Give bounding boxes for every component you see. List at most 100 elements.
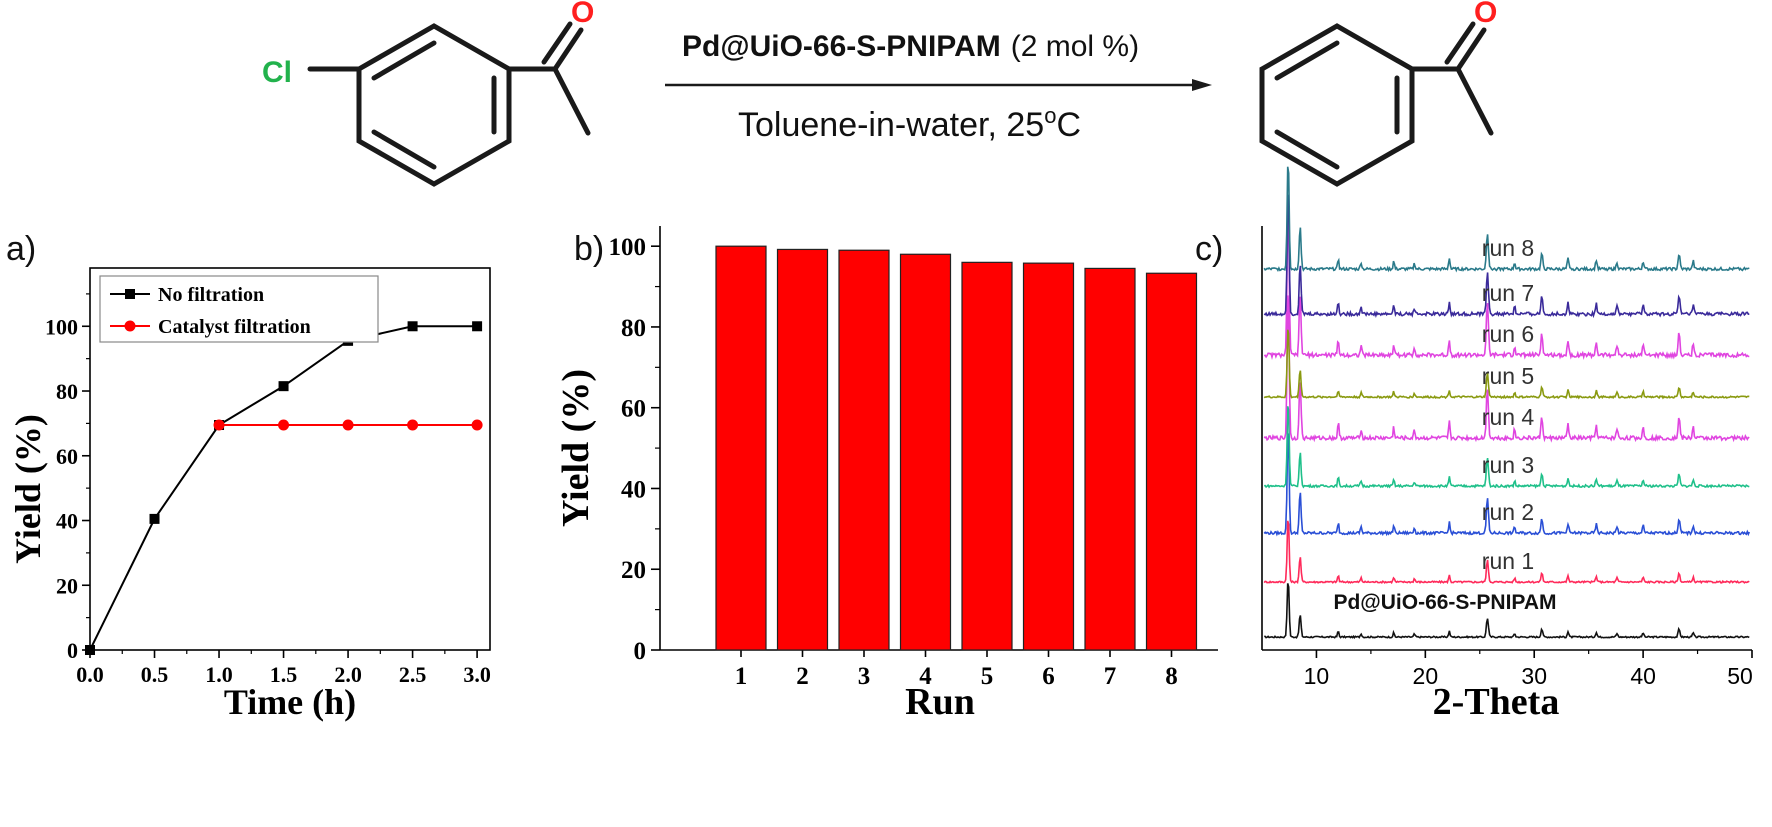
chart-b-bar: [899, 253, 952, 651]
chart-a-x-tick-label: 2.0: [334, 662, 362, 687]
chart-b-bar: [776, 248, 829, 651]
chart-a-point: [278, 419, 290, 431]
chart-c-series-label: run 2: [1482, 499, 1534, 525]
chart-c-x-tick-label: 20: [1413, 663, 1439, 689]
chart-a-point: [213, 419, 225, 431]
chart-c-series-label: run 6: [1482, 321, 1534, 347]
catalyst-name: Pd@UiO-66-S-PNIPAM: [682, 30, 1001, 63]
chart-c-x-axis-label: 2-Theta: [1433, 681, 1560, 723]
chart-b-x-tick-label: 2: [796, 663, 809, 690]
product-oxygen-label: O: [1474, 0, 1497, 29]
reactant-co-bond-a: [552, 27, 584, 72]
chart-b-y-tick-label: 40: [621, 476, 646, 503]
chart-c-series-label: run 4: [1482, 404, 1535, 430]
chart-b-bar: [1145, 272, 1198, 651]
chart-b-bars: [715, 245, 1198, 651]
chart-b-x-tick-label: 6: [1042, 663, 1055, 690]
chart-c-pattern-6: [1263, 206, 1750, 360]
chlorine-label: Cl: [262, 56, 292, 89]
chart-a-legend-marker: [124, 320, 136, 332]
reaction-scheme: Cl O Pd@UiO-66-S-PNIPAM (2 mol %) Toluene…: [262, 0, 1497, 187]
reactant-co-bond-b: [541, 21, 573, 65]
chart-b-bar: [838, 249, 890, 651]
chart-b-x-tick-label: 1: [735, 663, 748, 690]
chart-b-x-tick-label: 4: [919, 663, 932, 690]
chart-c-series-label: run 1: [1482, 548, 1534, 574]
chart-a-legend-label: Catalyst filtration: [158, 316, 311, 338]
chart-b-x-tick-label: 8: [1165, 663, 1178, 690]
chart-b-y-tick-label: 80: [621, 315, 646, 342]
chart-c-series-label: run 8: [1482, 235, 1534, 261]
chart-a-point: [342, 419, 354, 431]
chart-a-legend-marker: [125, 289, 135, 299]
chart-c-pattern-3: [1264, 406, 1750, 489]
product-co-bond-a: [1455, 27, 1487, 72]
chart-a-point: [85, 645, 95, 655]
chart-a-x-tick-label: 2.5: [399, 662, 427, 687]
chart-c-pattern-5: [1263, 329, 1750, 400]
chart-a-y-axis-label: Yield (%): [8, 414, 48, 564]
chart-b-bar: [1022, 262, 1075, 651]
chart-a-point: [278, 381, 289, 392]
chart-b-x-axis-label: Run: [905, 681, 975, 723]
chart-a-x-tick-label: 1.5: [270, 662, 298, 687]
chart-a-legend-label: No filtration: [158, 284, 264, 306]
chart-a-y-tick-label: 60: [56, 444, 78, 469]
chart-b-y-tick-label: 60: [621, 396, 646, 423]
chart-a-series-line-0: [89, 325, 478, 651]
conditions-degree: o: [1044, 103, 1056, 128]
chart-a-legend-box: [99, 275, 379, 343]
reactant-oxygen-label: O: [571, 0, 594, 29]
chart-b-bar: [1084, 267, 1136, 651]
chart-a-series: [85, 321, 483, 655]
chart-c-pattern-8: [1263, 166, 1750, 273]
chart-a-x-tick-label: 1.0: [205, 662, 233, 687]
product-molecule: [1259, 21, 1494, 187]
chart-a-x-tick-label: 3.0: [463, 662, 491, 687]
chart-c-pattern-0: [1264, 583, 1750, 640]
chart-a-point: [407, 321, 418, 332]
chart-a-y-tick-label: 40: [56, 509, 78, 534]
chart-c-series-label: Pd@UiO-66-S-PNIPAM: [1333, 591, 1556, 614]
chart-a-y-tick-label: 100: [45, 314, 78, 339]
chart-c-pattern-2: [1263, 433, 1751, 537]
panel-label-b: b): [574, 230, 604, 268]
chart-c-x-tick-label: 10: [1304, 663, 1330, 689]
chart-c-axes: 10 20 30 40 50: [1261, 226, 1753, 689]
reactant-molecule: [307, 21, 591, 187]
chart-b-y-axis-label: Yield (%): [555, 369, 597, 527]
chart-a-time-course: 0.0 0.5 1.0 1.5 2.0 2.5 3.0 0 20 40 60 80 100 No fil…: [8, 267, 491, 722]
reactant-double-bond-3: [371, 129, 437, 170]
chart-c-x-tick-label: 40: [1630, 663, 1656, 689]
product-co-bond-b: [1444, 21, 1476, 65]
chart-b-x-tick-label: 3: [858, 663, 871, 690]
chart-b-y-tick-label: 100: [609, 234, 647, 261]
chart-c-pxrd: 10 20 30 40 50 Pd@UiO-66-S-PNIPAM run 1 run 2 r…: [1261, 166, 1753, 723]
chart-c-patterns: Pd@UiO-66-S-PNIPAM run 1 run 2 run 3 run 4 ru…: [1263, 166, 1751, 640]
chart-a-y-tick-label: 80: [56, 379, 78, 404]
chart-b-bar: [961, 261, 1013, 651]
product-double-bond-1: [1274, 40, 1340, 81]
chart-b-bar: [715, 245, 767, 651]
chart-a-axes: 0.0 0.5 1.0 1.5 2.0 2.5 3.0 0 20 40 60 80 100: [45, 267, 491, 687]
chart-a-point: [471, 419, 483, 431]
chart-c-x-tick-label: 50: [1727, 663, 1753, 689]
chart-a-y-tick-label: 0: [67, 638, 78, 663]
catalyst-loading: (2 mol %): [1011, 30, 1139, 63]
conditions-text: Toluene-in-water, 25: [738, 106, 1044, 144]
chart-b-y-tick-label: 20: [621, 557, 646, 584]
chart-c-series-label: run 3: [1482, 452, 1534, 478]
product-double-bond-3: [1274, 129, 1340, 170]
chart-a-point: [472, 321, 483, 332]
chart-c-pattern-1: [1263, 520, 1750, 585]
chart-a-legend: No filtration Catalyst filtration: [99, 275, 379, 343]
panel-label-c: c): [1195, 230, 1223, 268]
chart-a-point: [149, 513, 160, 524]
chart-a-y-tick-label: 20: [56, 573, 78, 598]
reactant-double-bond-1: [371, 40, 437, 81]
chart-b-recycling: 0 20 40 60 80 100 1 2 3 4 5 6 7 8 Run Yield (%): [555, 226, 1218, 723]
product-methyl-bond: [1455, 66, 1494, 136]
reaction-arrow-head: [1192, 79, 1212, 91]
